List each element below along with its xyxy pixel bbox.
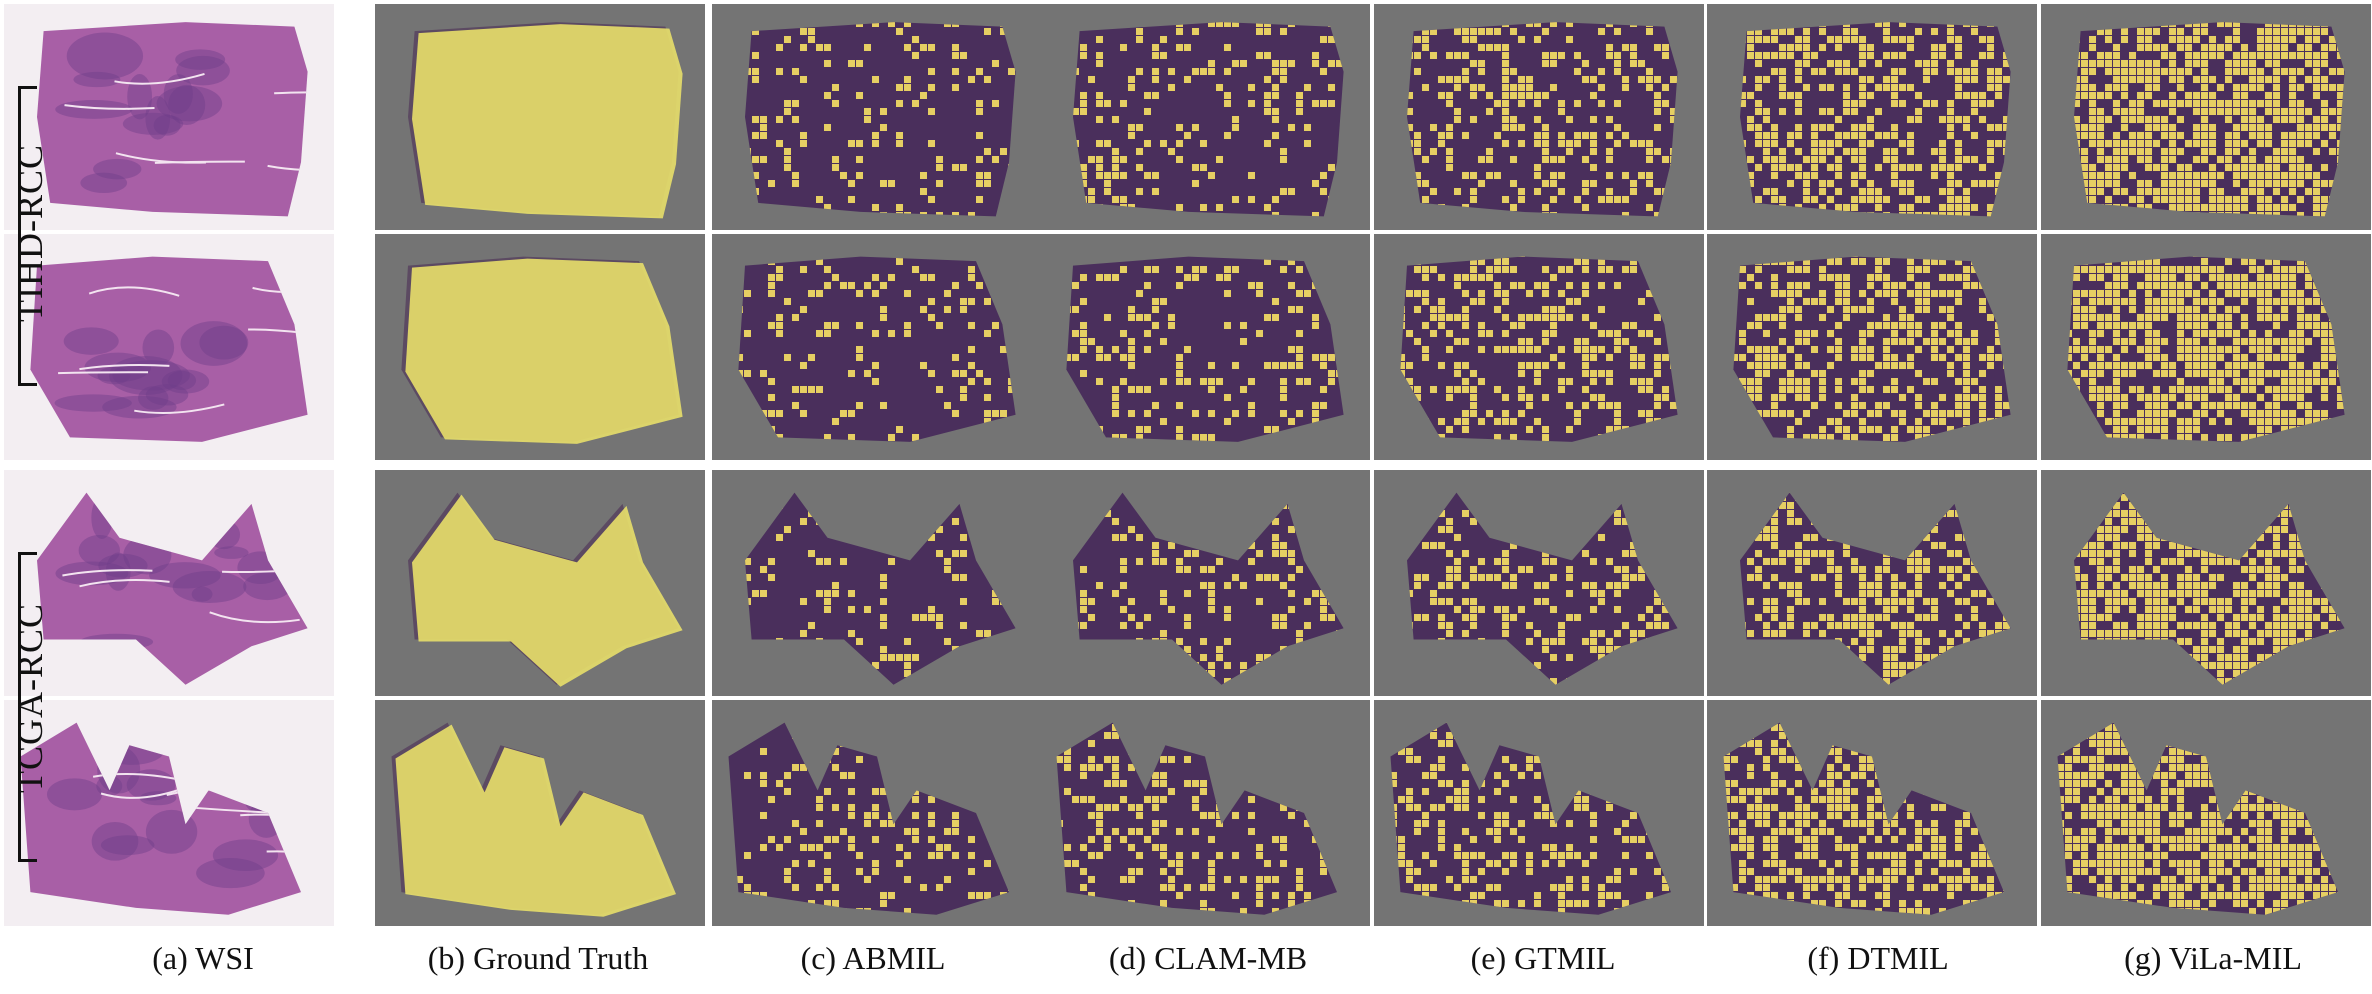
- caption-dtmil: (f) DTMIL: [1807, 939, 1949, 976]
- panel-tihd-2-vila-mil: [2041, 234, 2371, 460]
- panel-tcga-1-wsi: [4, 470, 334, 696]
- caption-clam-mb: (d) CLAM-MB: [1108, 939, 1308, 976]
- row-label-tihd-text: TIHD-RCC: [10, 144, 50, 322]
- caption-vila-mil: (g) ViLa-MIL: [2124, 939, 2302, 976]
- panel-tihd-1-vila-mil: [2041, 4, 2371, 230]
- panel-tihd-1-dtmil: [1707, 4, 2037, 230]
- panel-tcga-2-dtmil: [1707, 700, 2037, 926]
- panel-grid: [0, 4, 2372, 926]
- row-label-tihd: TIHD-RCC: [0, 0, 60, 466]
- caption-gtmil: (e) GTMIL: [1470, 939, 1616, 976]
- panel-tihd-1-abmil: [712, 4, 1042, 230]
- panel-tihd-1-ground-truth: [375, 4, 705, 230]
- panel-tcga-2-gtmil: [1374, 700, 1704, 926]
- panel-tcga-1-clam-mb: [1040, 470, 1370, 696]
- panel-tcga-1-ground-truth: [375, 470, 705, 696]
- row-label-tcga: TCGA-RCC: [0, 466, 60, 930]
- panel-tcga-2-clam-mb: [1040, 700, 1370, 926]
- panel-tihd-2-wsi: [4, 234, 334, 460]
- bracket-tihd: [18, 86, 39, 386]
- caption-ground-truth: (b) Ground Truth: [427, 939, 649, 976]
- caption-wsi: (a) WSI: [152, 939, 254, 976]
- row-label-tcga-text: TCGA-RCC: [10, 602, 50, 794]
- panel-tcga-1-dtmil: [1707, 470, 2037, 696]
- panel-tcga-1-vila-mil: [2041, 470, 2371, 696]
- panel-tihd-1-wsi: [4, 4, 334, 230]
- panel-tihd-2-gtmil: [1374, 234, 1704, 460]
- caption-abmil: (c) ABMIL: [800, 939, 946, 976]
- panel-tihd-1-clam-mb: [1040, 4, 1370, 230]
- panel-tcga-2-abmil: [712, 700, 1042, 926]
- bracket-tcga: [18, 552, 39, 862]
- panel-tihd-2-dtmil: [1707, 234, 2037, 460]
- panel-tihd-2-clam-mb: [1040, 234, 1370, 460]
- panel-tihd-2-ground-truth: [375, 234, 705, 460]
- panel-tcga-1-abmil: [712, 470, 1042, 696]
- panel-tcga-2-ground-truth: [375, 700, 705, 926]
- panel-tihd-1-gtmil: [1374, 4, 1704, 230]
- panel-tihd-2-abmil: [712, 234, 1042, 460]
- panel-tcga-1-gtmil: [1374, 470, 1704, 696]
- group-separator: [0, 462, 2372, 466]
- panel-tcga-2-wsi: [4, 700, 334, 926]
- panel-tcga-2-vila-mil: [2041, 700, 2371, 926]
